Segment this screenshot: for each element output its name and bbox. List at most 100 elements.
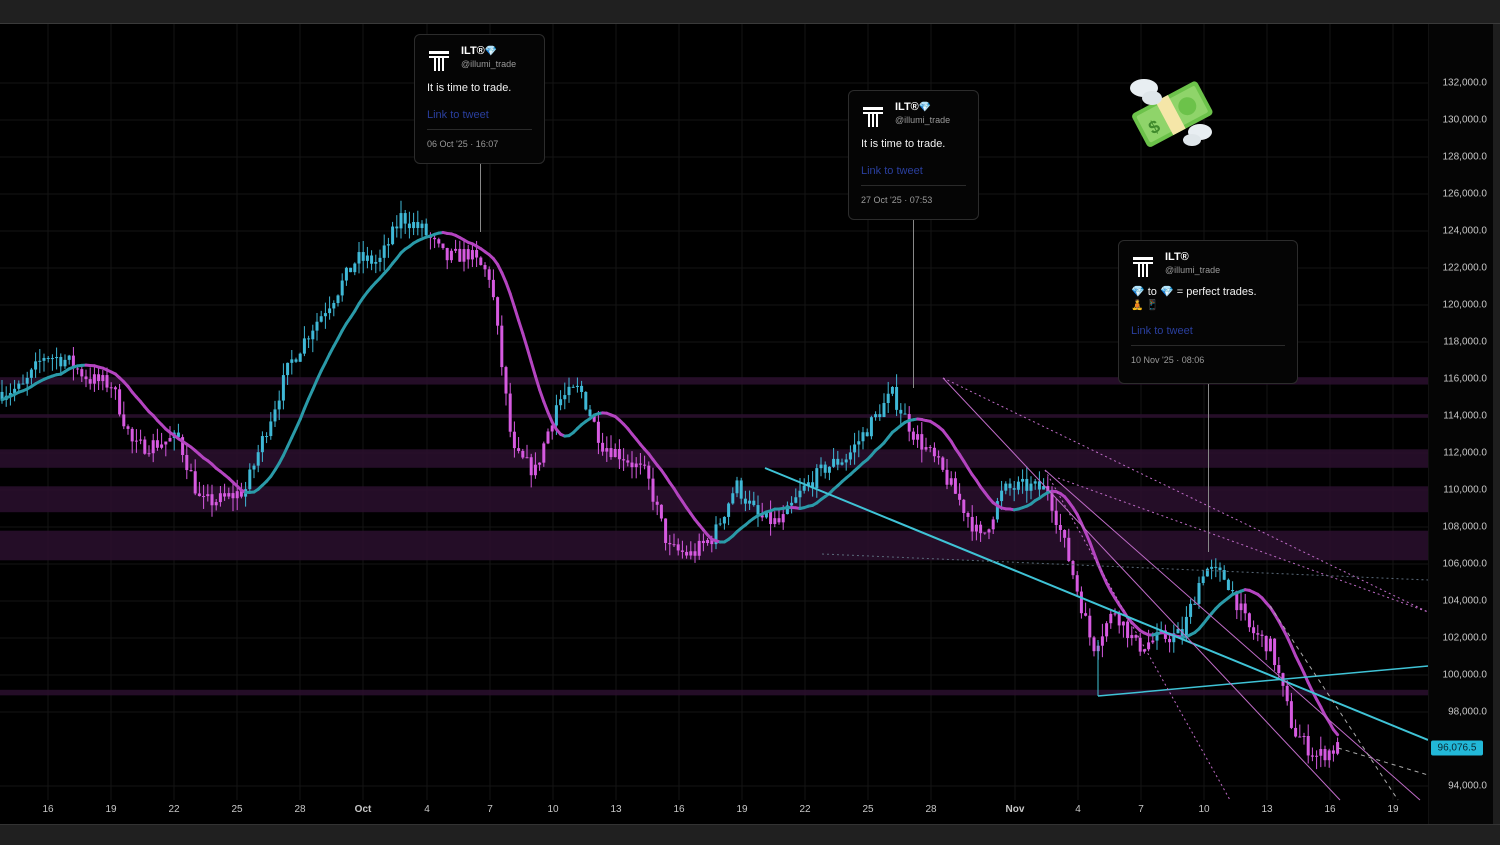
tweet-pin-line bbox=[480, 162, 481, 232]
trendline-dotted[interactable] bbox=[1045, 470, 1230, 800]
candle-body bbox=[685, 552, 688, 556]
candle-body bbox=[983, 532, 986, 533]
candle-body bbox=[265, 436, 268, 437]
moving-average-line bbox=[292, 428, 296, 437]
tweet-link[interactable]: Link to tweet bbox=[1131, 325, 1285, 337]
candle-body bbox=[160, 444, 163, 447]
candle-body bbox=[1076, 575, 1079, 591]
candle-body bbox=[26, 378, 29, 384]
candle-body bbox=[580, 386, 583, 392]
candle-body bbox=[1269, 639, 1272, 652]
time-tick-label: 7 bbox=[1138, 804, 1144, 815]
candle-body bbox=[421, 224, 424, 228]
candle-body bbox=[307, 338, 310, 339]
candle-body bbox=[790, 503, 793, 506]
candle-body bbox=[500, 326, 503, 367]
candle-body bbox=[748, 501, 751, 504]
moving-average-line bbox=[548, 412, 552, 422]
time-tick-label: 4 bbox=[1075, 804, 1081, 815]
price-tick-label: 100,000.0 bbox=[1443, 670, 1488, 681]
time-tick-label: 19 bbox=[1387, 804, 1398, 815]
price-tick-label: 128,000.0 bbox=[1443, 152, 1488, 163]
candle-body bbox=[395, 227, 398, 229]
candle-body bbox=[101, 375, 104, 381]
candle-body bbox=[257, 452, 260, 465]
tweet-card[interactable]: ILT®💎 @illumi_trade It is time to trade.… bbox=[848, 90, 979, 220]
candle-body bbox=[362, 252, 365, 261]
candle-body bbox=[1051, 493, 1054, 510]
candle-body bbox=[626, 460, 629, 462]
candle-body bbox=[668, 543, 671, 544]
candle-body bbox=[946, 470, 949, 485]
candle-body bbox=[769, 512, 772, 524]
candle-body bbox=[521, 451, 524, 458]
candle-body bbox=[1332, 750, 1335, 753]
price-tick-label: 102,000.0 bbox=[1443, 633, 1488, 644]
projection-line[interactable] bbox=[1338, 748, 1428, 775]
price-axis[interactable]: USDT 132,000.0130,000.0128,000.0126,000.… bbox=[1428, 24, 1493, 824]
candle-body bbox=[526, 457, 529, 458]
candle-body bbox=[1088, 616, 1091, 638]
candle-body bbox=[1214, 567, 1217, 568]
time-tick-label: 19 bbox=[736, 804, 747, 815]
time-tick-label: 16 bbox=[42, 804, 53, 815]
candle-body bbox=[731, 493, 734, 503]
candle-body bbox=[282, 375, 285, 400]
candle-body bbox=[908, 414, 911, 432]
tweet-date: 27 Oct '25 · 07:53 bbox=[861, 195, 966, 205]
candle-body bbox=[185, 455, 188, 470]
candle-body bbox=[379, 258, 382, 262]
time-tick-label: Oct bbox=[355, 804, 372, 815]
tweet-card[interactable]: ILT®💎 @illumi_trade It is time to trade.… bbox=[414, 34, 545, 164]
candle-body bbox=[727, 503, 730, 516]
moving-average-line bbox=[1291, 646, 1295, 656]
candle-body bbox=[311, 331, 314, 340]
candle-body bbox=[248, 470, 251, 490]
price-chart[interactable]: USDT 132,000.0130,000.0128,000.0126,000.… bbox=[0, 24, 1492, 824]
candle-body bbox=[43, 358, 46, 361]
candle-body bbox=[1093, 637, 1096, 651]
candle-body bbox=[1315, 756, 1318, 757]
candle-body bbox=[479, 258, 482, 266]
candle-body bbox=[1067, 538, 1070, 561]
candle-body bbox=[164, 442, 167, 445]
price-tick-label: 118,000.0 bbox=[1443, 337, 1487, 348]
candle-body bbox=[416, 222, 419, 228]
candle-body bbox=[190, 470, 193, 471]
candle-body bbox=[475, 250, 478, 257]
candle-body bbox=[836, 459, 839, 465]
candle-body bbox=[1273, 639, 1276, 665]
candle-body bbox=[878, 414, 881, 417]
projection-line[interactable] bbox=[1270, 606, 1398, 800]
candle-body bbox=[76, 368, 79, 369]
candle-body bbox=[563, 395, 566, 399]
candle-body bbox=[660, 505, 663, 519]
moving-average-line bbox=[523, 333, 527, 347]
candle-body bbox=[664, 519, 667, 543]
trendline-channel[interactable] bbox=[1045, 470, 1420, 800]
candle-body bbox=[1261, 635, 1264, 636]
candle-body bbox=[681, 550, 684, 551]
candle-body bbox=[1256, 633, 1259, 634]
candle-body bbox=[353, 264, 356, 273]
tweet-link[interactable]: Link to tweet bbox=[861, 165, 966, 177]
tweet-link[interactable]: Link to tweet bbox=[427, 109, 532, 121]
candle-body bbox=[47, 358, 50, 359]
candle-body bbox=[992, 519, 995, 529]
candle-body bbox=[891, 387, 894, 394]
verified-diamond-icon: 💎 bbox=[485, 46, 497, 57]
moving-average-line bbox=[519, 320, 523, 333]
candle-body bbox=[1265, 636, 1268, 651]
candle-body bbox=[534, 465, 537, 476]
tweet-card[interactable]: ILT® @illumi_trade 💎 to 💎 = perfect trad… bbox=[1118, 240, 1298, 384]
money-with-wings-icon: $ bbox=[1122, 66, 1218, 150]
candle-body bbox=[341, 281, 344, 296]
candle-body bbox=[517, 448, 520, 451]
price-tick-label: 116,000.0 bbox=[1443, 374, 1487, 385]
candle-body bbox=[958, 494, 961, 500]
candle-body bbox=[929, 447, 932, 448]
candle-body bbox=[1130, 635, 1133, 638]
candle-body bbox=[1034, 481, 1037, 483]
candle-body bbox=[227, 493, 230, 496]
candle-body bbox=[513, 432, 516, 448]
